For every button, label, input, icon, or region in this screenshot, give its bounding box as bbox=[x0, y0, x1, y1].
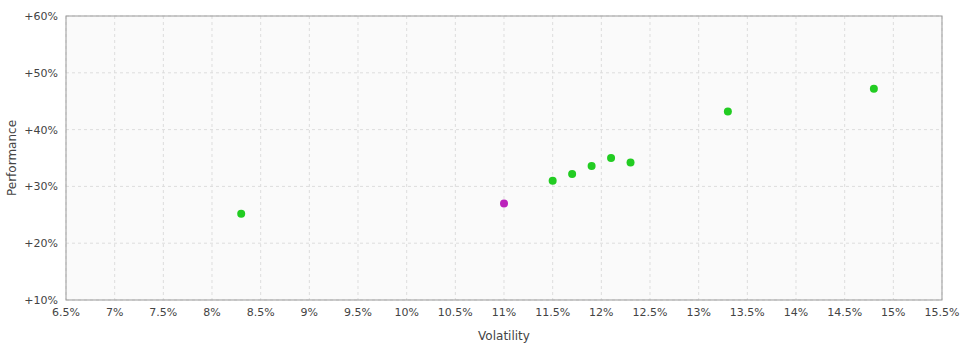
y-axis-label: Performance bbox=[5, 120, 19, 196]
page: {"chart_data": { "type": "scatter", "xla… bbox=[0, 0, 966, 350]
y-grid-line bbox=[66, 72, 942, 73]
x-tick-label: 8.5% bbox=[247, 306, 275, 319]
point bbox=[588, 162, 596, 170]
points bbox=[237, 85, 878, 218]
x-tick-label: 14% bbox=[784, 306, 808, 319]
x-tick-label: 14.5% bbox=[827, 306, 862, 319]
series bbox=[500, 199, 508, 207]
x-grid-line bbox=[455, 16, 456, 300]
y-tick-label: +60% bbox=[24, 10, 58, 23]
y-tick-label: +10% bbox=[24, 294, 58, 307]
point bbox=[870, 85, 878, 93]
x-tick-label: 11.5% bbox=[535, 306, 570, 319]
x-grid-line bbox=[893, 16, 894, 300]
x-tick-label: 15% bbox=[881, 306, 905, 319]
x-grid-line bbox=[309, 16, 310, 300]
x-tick-label: 9.5% bbox=[344, 306, 372, 319]
axes: 6.5% 7% 7.5% 8% 8.5% 9% 9.5% 10% 10.5% 11% 11.5% 12… bbox=[24, 10, 959, 319]
x-grid-line bbox=[163, 16, 164, 300]
x-grid-line bbox=[601, 16, 602, 300]
x-tick-label: 9% bbox=[301, 306, 318, 319]
chart: 6.5% 7% 7.5% 8% 8.5% 9% 9.5% 10% 10.5% 11% 11.5% 12… bbox=[0, 0, 966, 350]
x-tick-label: 15.5% bbox=[925, 306, 960, 319]
x-tick-label: 12.5% bbox=[633, 306, 668, 319]
x-axis-label: Volatility bbox=[478, 329, 530, 343]
x-tick-label: 13.5% bbox=[730, 306, 765, 319]
x-grid-line bbox=[406, 16, 407, 300]
x-grid-line bbox=[260, 16, 261, 300]
y-tick-label: +40% bbox=[24, 124, 58, 137]
x-tick-label: 13% bbox=[686, 306, 710, 319]
point bbox=[724, 107, 732, 115]
x-grid-line bbox=[504, 16, 505, 300]
plot-background bbox=[66, 16, 942, 300]
x-tick-label: 10% bbox=[394, 306, 418, 319]
point bbox=[237, 210, 245, 218]
x-tick-label: 11% bbox=[492, 306, 516, 319]
x-grid-line bbox=[358, 16, 359, 300]
y-grid-line bbox=[66, 129, 942, 130]
point bbox=[568, 170, 576, 178]
y-grid-line bbox=[66, 243, 942, 244]
point bbox=[549, 177, 557, 185]
x-grid-line bbox=[212, 16, 213, 300]
y-tick-label: +20% bbox=[24, 237, 58, 250]
x-grid-line bbox=[114, 16, 115, 300]
x-grid-line bbox=[698, 16, 699, 300]
x-grid-line bbox=[552, 16, 553, 300]
point bbox=[607, 154, 615, 162]
grid bbox=[66, 16, 942, 300]
point bbox=[627, 159, 635, 167]
x-tick-label: 7% bbox=[106, 306, 123, 319]
x-grid-line bbox=[844, 16, 845, 300]
x-grid-line bbox=[747, 16, 748, 300]
x-grid-line bbox=[650, 16, 651, 300]
x-tick-label: 12% bbox=[589, 306, 613, 319]
x-tick-label: 6.5% bbox=[52, 306, 80, 319]
series bbox=[237, 85, 878, 218]
y-grid-line bbox=[66, 186, 942, 187]
point bbox=[500, 199, 508, 207]
y-tick-label: +30% bbox=[24, 180, 58, 193]
x-tick-label: 8% bbox=[203, 306, 220, 319]
x-tick-label: 10.5% bbox=[438, 306, 473, 319]
x-tick-label: 7.5% bbox=[149, 306, 177, 319]
x-grid-line bbox=[796, 16, 797, 300]
plot-frame bbox=[66, 16, 942, 300]
y-tick-label: +50% bbox=[24, 67, 58, 80]
